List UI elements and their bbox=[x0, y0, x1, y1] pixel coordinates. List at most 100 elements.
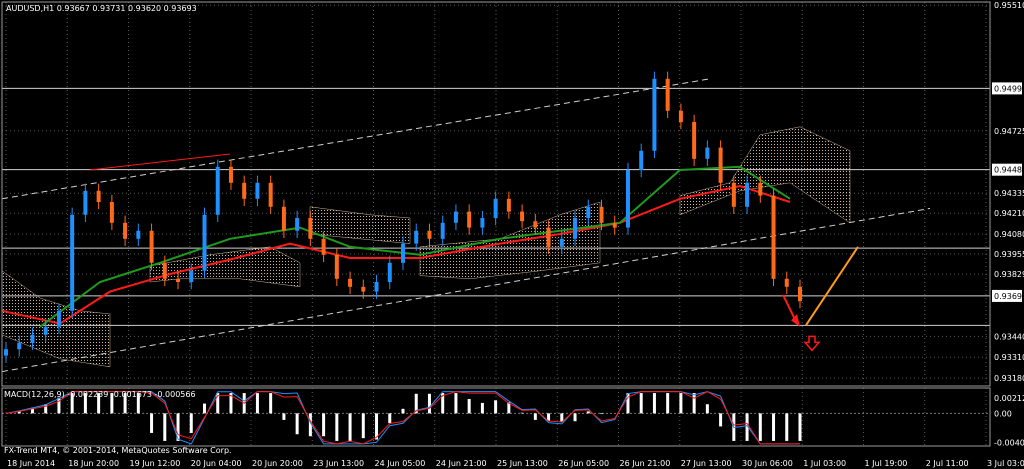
price-label: 0.93955 bbox=[994, 250, 1024, 259]
price-label: 0.93440 bbox=[994, 332, 1024, 341]
price-label: 0.94725 bbox=[994, 127, 1024, 136]
candle-body bbox=[387, 262, 392, 282]
candle-body bbox=[665, 78, 670, 111]
candle-body bbox=[43, 326, 48, 335]
candle-body bbox=[401, 243, 405, 263]
macd-header: MACD(12,26,9) -0.002239 -0.001673 -0.000… bbox=[4, 390, 196, 399]
copyright-text: FX-Trend MT4, © 2001-2014, MetaQuotes So… bbox=[4, 446, 232, 455]
time-label: 20 Jun 04:00 bbox=[191, 459, 242, 468]
candle-body bbox=[467, 211, 472, 228]
ma-green bbox=[39, 165, 791, 328]
candle-body bbox=[784, 278, 789, 287]
price-label: 0.95510 bbox=[994, 1, 1024, 10]
time-label: 20 Jun 20:00 bbox=[252, 459, 303, 468]
time-label: 18 Jun 20:00 bbox=[68, 459, 119, 468]
symbol-header: AUDUSD,H1 0.93667 0.93731 0.93620 0.9369… bbox=[6, 4, 197, 13]
candle-body bbox=[652, 78, 657, 151]
time-label: 24 Jun 05:00 bbox=[375, 459, 426, 468]
candle-body bbox=[639, 150, 644, 170]
forecast-down-head bbox=[791, 314, 800, 327]
time-label: 30 Jun 06:00 bbox=[742, 459, 793, 468]
macd-axis-label: 0.00 bbox=[994, 409, 1012, 418]
main-frame bbox=[1, 1, 991, 387]
price-label: 0.94990 bbox=[994, 84, 1024, 93]
candle-body bbox=[4, 349, 8, 356]
forecast-up-line bbox=[805, 246, 859, 326]
candle-body bbox=[56, 310, 61, 327]
time-axis: 18 Jun 2014 18 Jun 20:00 19 Jun 12:00 20 Ju… bbox=[7, 459, 1024, 468]
time-label: 24 Jun 21:00 bbox=[436, 459, 487, 468]
price-label-box bbox=[992, 82, 1022, 95]
price-label: 0.93180 bbox=[994, 374, 1024, 383]
candle-body bbox=[70, 214, 75, 311]
candle-body bbox=[268, 182, 273, 207]
price-channel bbox=[1, 78, 931, 373]
cloud-segment bbox=[679, 126, 851, 224]
candlesticks bbox=[4, 71, 802, 363]
candle-body bbox=[625, 170, 630, 228]
candle-body bbox=[334, 254, 339, 279]
cloud-segment bbox=[1, 270, 111, 368]
sell-arrow-icon bbox=[803, 335, 821, 352]
forecast-arrows bbox=[782, 246, 859, 352]
price-label: 0.93310 bbox=[994, 353, 1024, 362]
price-label: 0.93693 bbox=[994, 292, 1024, 301]
candle-body bbox=[348, 278, 353, 287]
time-label: 1 Jul 19:00 bbox=[865, 459, 908, 468]
price-label: 0.93829 bbox=[994, 270, 1024, 279]
price-label: 0.94482 bbox=[994, 166, 1024, 175]
candle-body bbox=[745, 182, 750, 207]
time-label: 25 Jun 13:00 bbox=[497, 459, 548, 468]
ichimoku-cloud bbox=[1, 126, 851, 368]
macd-panel: 0.002129 0.00 -0.004036 bbox=[2, 391, 1024, 448]
macd-frame bbox=[1, 387, 991, 447]
channel-lower bbox=[1, 207, 931, 373]
channel-upper bbox=[1, 78, 711, 200]
candle-body bbox=[295, 218, 300, 231]
price-label-box bbox=[992, 163, 1022, 176]
candle-body bbox=[427, 230, 432, 239]
cloud-segment bbox=[419, 201, 601, 280]
candle-body bbox=[533, 221, 538, 228]
candle-body bbox=[520, 211, 525, 222]
candle-body bbox=[771, 195, 776, 279]
candle-body bbox=[612, 222, 617, 228]
candle-body bbox=[493, 198, 498, 218]
trend-segment bbox=[89, 153, 231, 171]
candle-body bbox=[586, 206, 591, 218]
time-label: 2 Jul 11:00 bbox=[926, 459, 969, 468]
price-label-box bbox=[992, 289, 1022, 302]
candle-body bbox=[361, 286, 366, 292]
ma-red bbox=[1, 184, 791, 325]
macd-axis-label: 0.002129 bbox=[994, 394, 1024, 403]
candle-body bbox=[718, 147, 723, 183]
candle-body bbox=[242, 182, 247, 199]
candle-body bbox=[215, 166, 220, 215]
time-label: 3 Jul 03:00 bbox=[987, 459, 1024, 468]
candle-body bbox=[758, 182, 763, 196]
candle-body bbox=[123, 222, 128, 239]
candle-body bbox=[308, 218, 313, 239]
candle-body bbox=[731, 182, 736, 207]
candle-body bbox=[30, 334, 35, 343]
candle-body bbox=[321, 238, 326, 255]
time-label: 1 Jul 03:00 bbox=[803, 459, 846, 468]
candle-body bbox=[176, 278, 181, 282]
candle-body bbox=[414, 230, 419, 244]
candle-body bbox=[189, 270, 194, 282]
price-label: 0.94080 bbox=[994, 230, 1024, 239]
candle-body bbox=[573, 218, 578, 239]
time-label: 23 Jun 13:00 bbox=[313, 459, 364, 468]
moving-averages bbox=[1, 153, 791, 328]
candle-body bbox=[162, 262, 167, 279]
candle-body bbox=[480, 218, 485, 228]
macd-axis-label: -0.004036 bbox=[994, 439, 1024, 448]
candle-body bbox=[374, 282, 379, 292]
candle-body bbox=[202, 214, 207, 271]
candle-body bbox=[440, 222, 445, 239]
candle-body bbox=[798, 286, 802, 302]
price-axis: 0.95510 0.94990 0.94725 0.94482 0.94335 0.942… bbox=[992, 1, 1024, 383]
candle-body bbox=[559, 238, 564, 247]
